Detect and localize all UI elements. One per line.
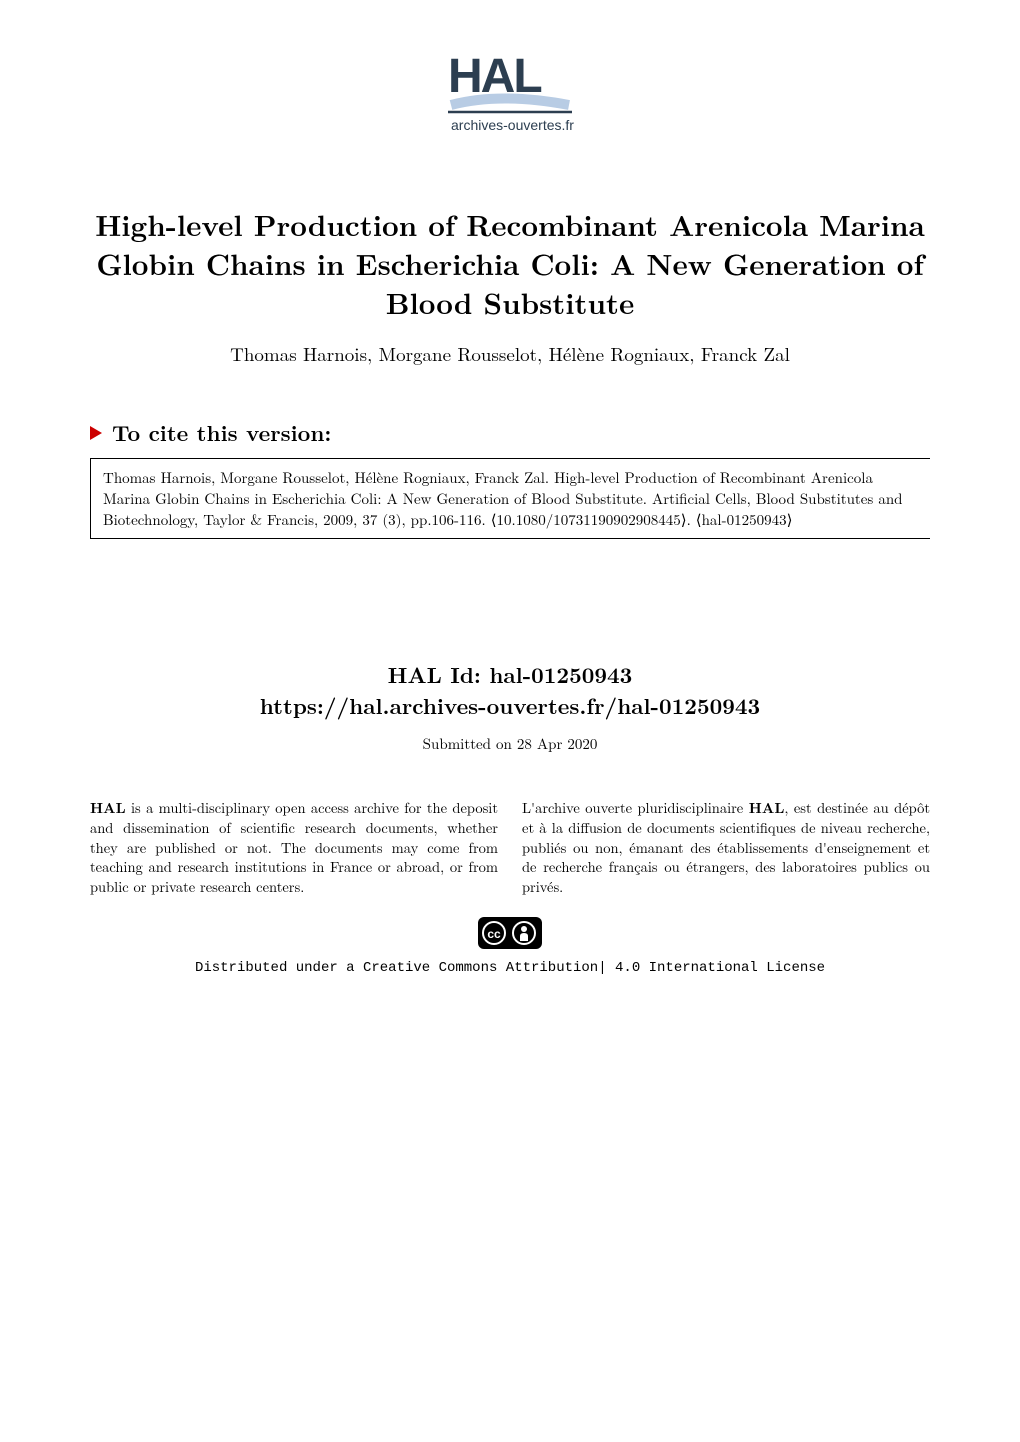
license-text: Distributed under a Creative Commons Att…: [90, 960, 930, 976]
right-bold: HAL: [749, 798, 785, 818]
cite-header: To cite this version:: [90, 417, 930, 448]
right-column: L'archive ouverte pluridisciplinaire HAL…: [522, 799, 930, 897]
description-columns: HAL is a multi-disciplinary open access …: [90, 799, 930, 897]
license-block: cc Distributed under a Creative Commons …: [90, 917, 930, 976]
svg-text:archives-ouvertes.fr: archives-ouvertes.fr: [451, 117, 574, 133]
author-list: Thomas Harnois, Morgane Rousselot, Hélèn…: [90, 340, 930, 367]
svg-text:cc: cc: [487, 927, 501, 941]
left-column: HAL is a multi-disciplinary open access …: [90, 799, 498, 897]
hal-id-block: HAL Id: hal-01250943 https://hal.archive…: [90, 659, 930, 721]
cc-badge-icon: cc: [478, 917, 542, 954]
hal-id-label: HAL Id: hal-01250943: [90, 659, 930, 690]
cite-label: To cite this version:: [112, 417, 331, 448]
license-link[interactable]: Attribution| 4.0 International License: [506, 960, 825, 976]
left-text: is a multi-disciplinary open access arch…: [90, 798, 498, 896]
hal-logo-svg: HAL archives-ouvertes.fr: [445, 50, 575, 140]
submitted-date: Submitted on 28 Apr 2020: [90, 733, 930, 754]
cite-triangle-icon: [90, 426, 102, 440]
left-bold: HAL: [90, 798, 126, 818]
hal-url[interactable]: https://hal.archives-ouvertes.fr/hal-012…: [90, 690, 930, 721]
citation-text: Thomas Harnois, Morgane Rousselot, Hélèn…: [103, 467, 903, 530]
paper-title: High-level Production of Recombinant Are…: [90, 205, 930, 322]
hal-logo: HAL archives-ouvertes.fr: [445, 50, 575, 145]
hal-logo-block: HAL archives-ouvertes.fr: [90, 50, 930, 145]
citation-box: Thomas Harnois, Morgane Rousselot, Hélèn…: [90, 458, 930, 539]
right-text-pre: L'archive ouverte pluridisciplinaire: [522, 798, 749, 818]
license-prefix: Distributed under a Creative Commons: [195, 960, 506, 976]
